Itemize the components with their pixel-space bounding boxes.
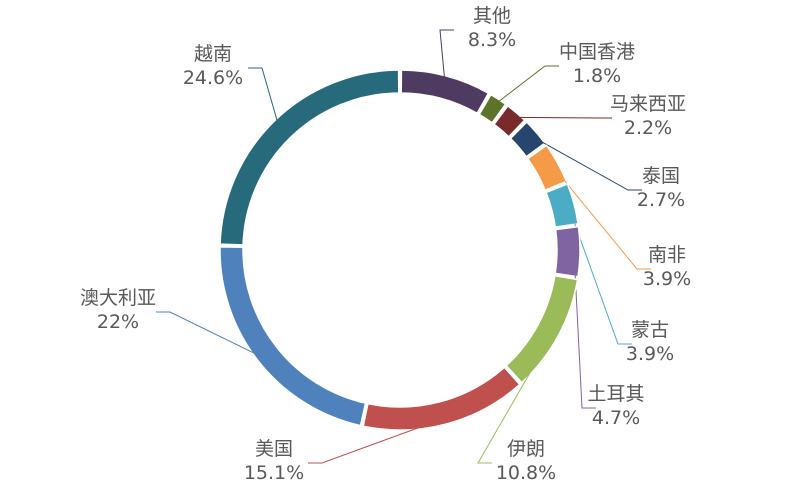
slice-label-value-8: 15.1% [244, 462, 304, 484]
slice-label-name-8: 美国 [255, 438, 293, 460]
donut-slice-0[interactable] [400, 69, 490, 115]
leader-line-7 [477, 332, 554, 464]
slice-label-name-9: 澳大利亚 [80, 287, 156, 309]
slice-label-name-7: 伊朗 [507, 438, 545, 460]
donut-slice-5[interactable] [545, 183, 579, 228]
slice-label-value-6: 4.7% [592, 407, 640, 429]
donut-slice-2[interactable] [493, 104, 526, 138]
slice-label-value-0: 8.3% [468, 29, 516, 51]
slice-label-value-5: 3.9% [626, 343, 674, 365]
slice-label-value-4: 3.9% [643, 268, 691, 290]
leader-line-4 [551, 165, 651, 270]
slice-label-value-1: 1.8% [573, 65, 621, 87]
leader-line-3 [531, 135, 642, 191]
slice-label-name-2: 马来西亚 [610, 93, 686, 115]
leader-line-10 [248, 67, 279, 126]
donut-slice-3[interactable] [509, 121, 546, 158]
slice-label-name-10: 越南 [194, 43, 232, 65]
leader-line-9 [156, 311, 264, 358]
slice-label-name-1: 中国香港 [559, 41, 635, 63]
donut-slice-4[interactable] [526, 144, 568, 192]
slice-label-value-9: 22% [97, 311, 139, 333]
slice-label-name-6: 土耳其 [587, 383, 644, 405]
donut-slice-7[interactable] [505, 274, 579, 384]
leader-line-1 [494, 65, 559, 105]
leader-line-5 [567, 204, 632, 345]
leader-line-6 [573, 251, 596, 409]
slice-label-name-3: 泰国 [642, 165, 680, 187]
leader-line-2 [512, 116, 612, 119]
donut-slice-9[interactable] [219, 246, 367, 427]
slice-label-name-4: 南非 [648, 244, 686, 266]
slice-label-value-3: 2.7% [637, 189, 685, 211]
slice-label-value-7: 10.8% [496, 462, 556, 484]
leader-line-0 [439, 29, 454, 82]
donut-slice-6[interactable] [554, 225, 581, 278]
leader-line-8 [308, 417, 446, 464]
slice-label-value-2: 2.2% [624, 117, 672, 139]
slice-label-name-0: 其他 [473, 5, 511, 27]
slice-label-value-10: 24.6% [183, 67, 243, 89]
donut-slice-8[interactable] [362, 366, 521, 431]
slice-label-name-5: 蒙古 [631, 319, 669, 341]
donut-slice-10[interactable] [219, 69, 400, 246]
